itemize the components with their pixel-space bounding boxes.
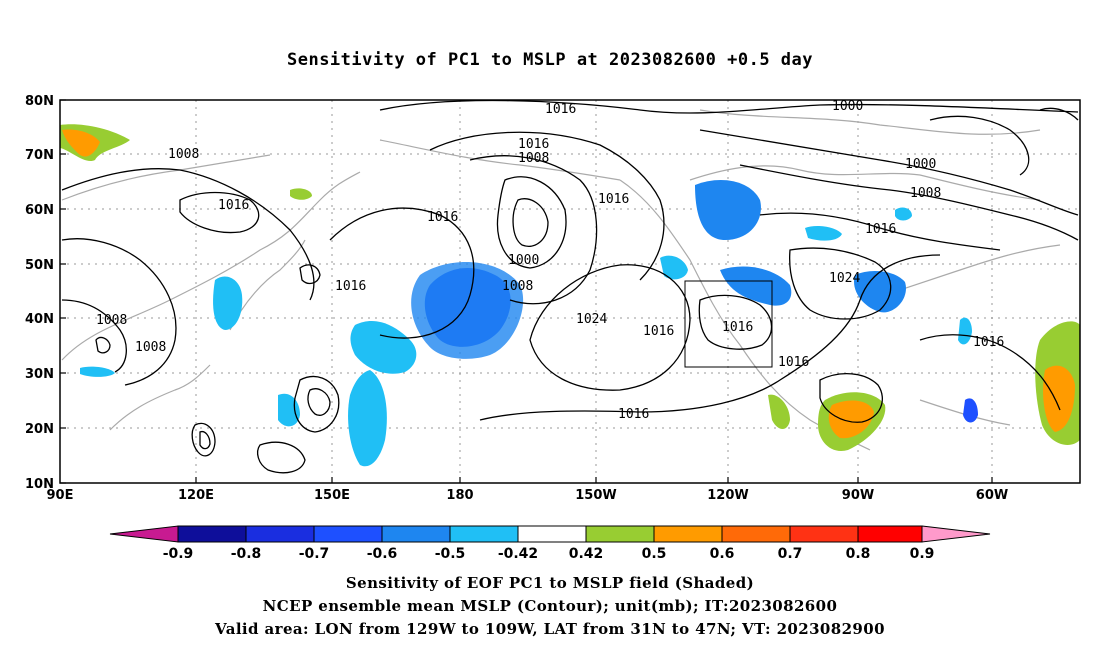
shade-negative-gulf-ak <box>695 180 761 240</box>
lon-label: 120W <box>707 488 748 503</box>
colorbar: -0.9 -0.8 -0.7 -0.6 -0.5 -0.42 0.42 0.5 … <box>109 525 991 562</box>
lon-label: 180 <box>446 488 473 503</box>
contour-label: 1016 <box>722 320 753 335</box>
valid-area-box <box>684 280 773 368</box>
colorbar-segment <box>177 525 247 543</box>
contour-label: 1024 <box>576 312 607 327</box>
contour-label: 1016 <box>778 355 809 370</box>
lat-label: 50N <box>25 258 54 273</box>
colorbar-segment <box>245 525 315 543</box>
contour-label: 1016 <box>598 192 629 207</box>
shade-negative-misc2 <box>895 207 912 221</box>
colorbar-label: 0.9 <box>910 546 935 562</box>
mslp-contours <box>61 99 1079 474</box>
contour-label: 1016 <box>973 335 1004 350</box>
colorbar-segment <box>857 525 923 543</box>
shade-negative-atl <box>958 317 972 345</box>
contour-label: 1016 <box>618 407 649 422</box>
colorbar-label: -0.7 <box>299 546 330 562</box>
contour-label: 1000 <box>832 99 863 114</box>
shade-negative-west <box>213 276 243 330</box>
shade-negative-tail <box>348 370 387 467</box>
shade-negative-pacific-outer <box>411 262 524 359</box>
contour-label: 1016 <box>218 198 249 213</box>
contour-label: 1016 <box>427 210 458 225</box>
shade-negative-arc <box>350 320 417 374</box>
contour-label: 1008 <box>910 186 941 201</box>
shade-positive-gulf-core <box>828 400 874 439</box>
colorbar-segment <box>789 525 859 543</box>
contour-label: 1008 <box>168 147 199 162</box>
shade-negative-carib <box>963 398 978 423</box>
lon-axis: 90E 120E 150E 180 150W 120W 90W 60W <box>47 477 1008 503</box>
contour-label: 1008 <box>135 340 166 355</box>
contour-label: 1008 <box>518 151 549 166</box>
colorbar-segment <box>721 525 791 543</box>
contour-label: 1024 <box>829 271 860 286</box>
lon-label: 60W <box>976 488 1008 503</box>
colorbar-segment <box>517 525 587 543</box>
shade-negative-sp <box>80 366 115 377</box>
lat-label: 40N <box>25 312 54 327</box>
colorbar-high-arrow <box>921 525 991 543</box>
colorbar-label: -0.5 <box>435 546 466 562</box>
colorbar-label: -0.8 <box>231 546 262 562</box>
colorbar-low-arrow <box>109 525 179 543</box>
lat-label: 30N <box>25 367 54 382</box>
contour-label: 1016 <box>865 222 896 237</box>
colorbar-label: 0.7 <box>778 546 803 562</box>
colorbar-segment <box>585 525 655 543</box>
colorbar-label: -0.42 <box>498 546 538 562</box>
grid-lines <box>60 100 1080 483</box>
shade-negative-south <box>278 393 300 427</box>
lat-label: 80N <box>25 94 54 109</box>
lon-label: 120E <box>178 488 214 503</box>
map-title: Sensitivity of PC1 to MSLP at 2023082600… <box>286 50 813 70</box>
contour-label: 1008 <box>96 313 127 328</box>
caption-contour: NCEP ensemble mean MSLP (Contour); unit(… <box>262 597 838 615</box>
shade-positive-misc <box>290 188 312 200</box>
shaded-areas <box>60 124 1080 467</box>
lat-axis: 80N 70N 60N 50N 40N 30N 20N 10N <box>25 94 66 492</box>
colorbar-label: 0.42 <box>569 546 604 562</box>
colorbar-label: -0.9 <box>163 546 194 562</box>
shade-positive-atl-core <box>1043 365 1075 432</box>
colorbar-segment <box>381 525 451 543</box>
lat-label: 70N <box>25 148 54 163</box>
colorbar-segment <box>313 525 383 543</box>
contour-label: 1000 <box>905 157 936 172</box>
lon-label: 150E <box>314 488 350 503</box>
lon-label: 150W <box>575 488 616 503</box>
contour-label: 1016 <box>643 324 674 339</box>
colorbar-label: 0.6 <box>710 546 735 562</box>
lat-label: 10N <box>25 477 54 492</box>
colorbar-label: -0.6 <box>367 546 398 562</box>
lon-label: 90E <box>47 488 74 503</box>
shade-positive-arctic-core <box>62 129 100 157</box>
colorbar-label: 0.5 <box>642 546 667 562</box>
lat-label: 20N <box>25 422 54 437</box>
contour-label-group: 1016 1016 1008 1000 1008 1016 1000 1008 … <box>96 99 1004 422</box>
shade-negative-cntl <box>854 270 906 313</box>
contour-label: 1016 <box>518 137 549 152</box>
colorbar-segment <box>449 525 519 543</box>
lon-label: 90W <box>842 488 874 503</box>
shade-negative-nw-us <box>720 266 792 306</box>
contour-label: 1016 <box>335 279 366 294</box>
contour-label: 1008 <box>502 279 533 294</box>
colorbar-label: 0.8 <box>846 546 871 562</box>
caption-valid-area: Valid area: LON from 129W to 109W, LAT f… <box>215 620 885 638</box>
contour-label: 1000 <box>508 253 539 268</box>
map-frame <box>59 99 1081 484</box>
shade-positive-baja <box>768 394 790 429</box>
contour-label: 1016 <box>545 102 576 117</box>
shade-negative-misc <box>805 226 842 241</box>
colorbar-segment <box>653 525 723 543</box>
caption-shaded: Sensitivity of EOF PC1 to MSLP field (Sh… <box>345 574 755 592</box>
shade-negative-coast <box>660 255 688 280</box>
lat-label: 60N <box>25 203 54 218</box>
